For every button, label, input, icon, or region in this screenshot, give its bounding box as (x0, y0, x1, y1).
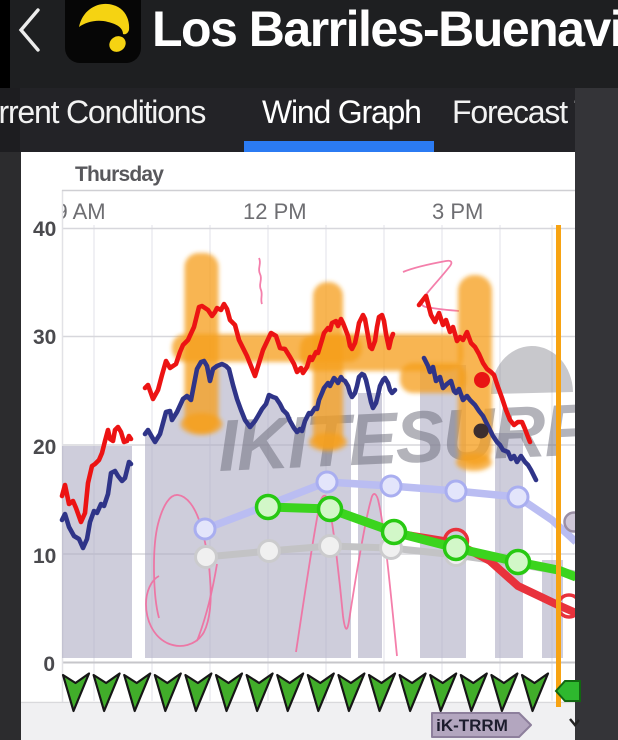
svg-text:iK-TRRM: iK-TRRM (436, 716, 508, 735)
svg-text:IKITESURF: IKITESURF (216, 389, 593, 487)
